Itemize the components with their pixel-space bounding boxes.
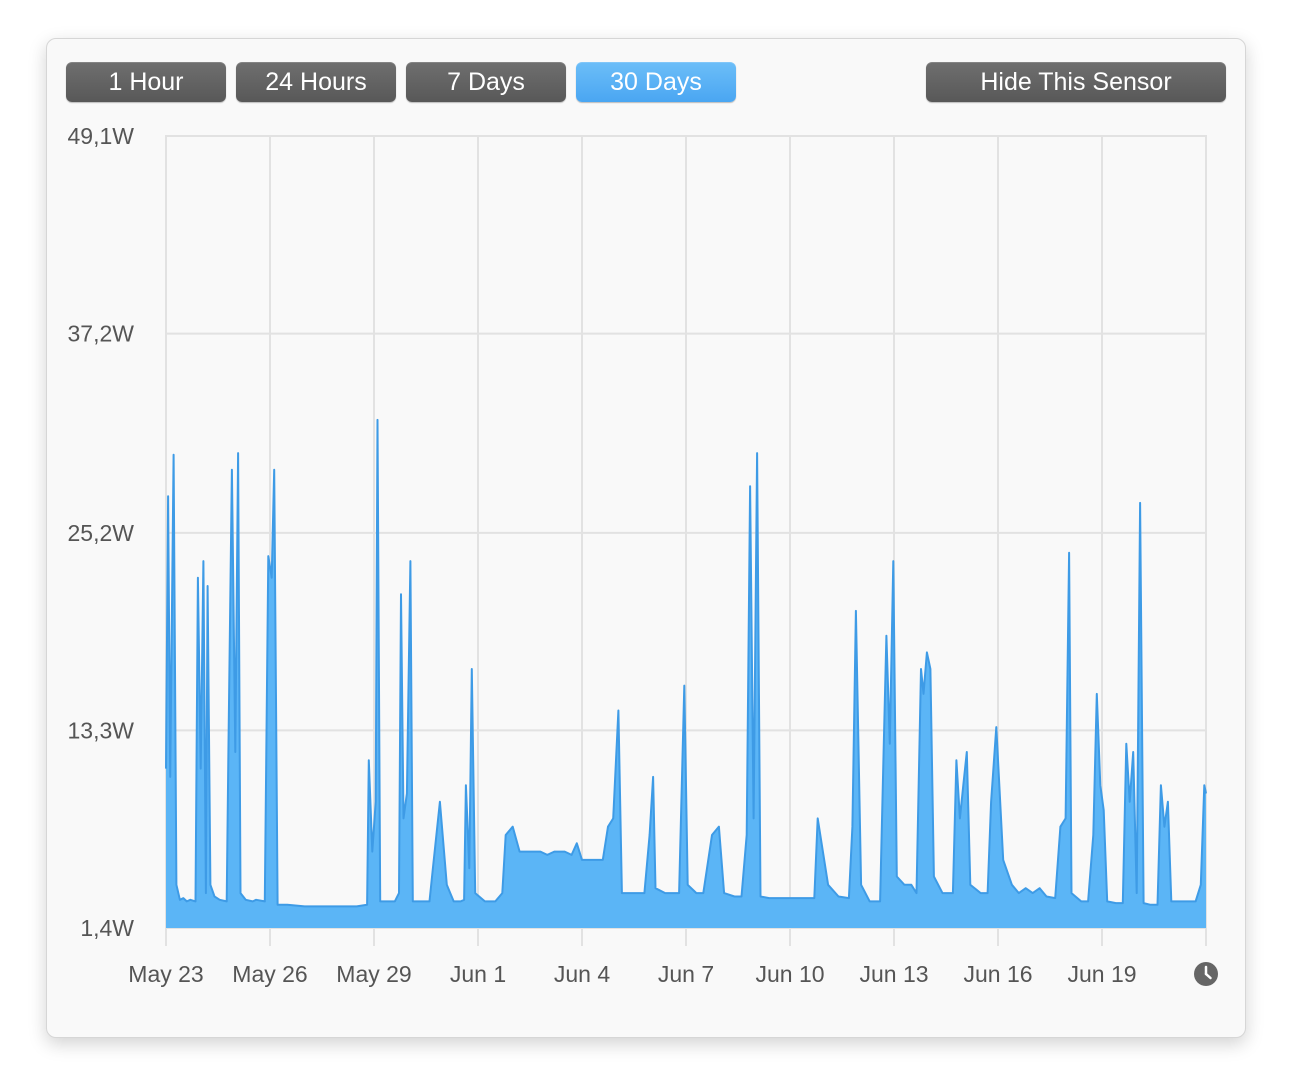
hide-sensor-button[interactable]: Hide This Sensor xyxy=(926,62,1226,102)
range-24-hours-button[interactable]: 24 Hours xyxy=(236,62,396,102)
range-1-hour-button[interactable]: 1 Hour xyxy=(66,62,226,102)
range-30-days-button[interactable]: 30 Days xyxy=(576,62,736,102)
range-7-days-button[interactable]: 7 Days xyxy=(406,62,566,102)
sensor-history-panel xyxy=(46,38,1246,1038)
clock-icon[interactable] xyxy=(1193,961,1219,987)
